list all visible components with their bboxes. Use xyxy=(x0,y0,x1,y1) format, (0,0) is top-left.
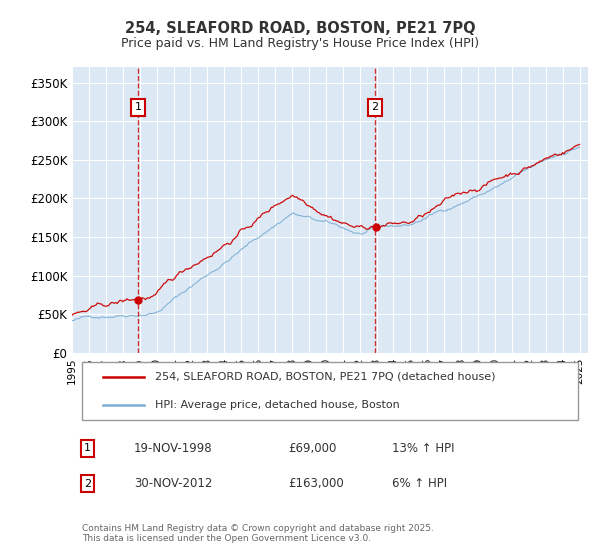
Text: 6% ↑ HPI: 6% ↑ HPI xyxy=(392,477,447,490)
Text: Price paid vs. HM Land Registry's House Price Index (HPI): Price paid vs. HM Land Registry's House … xyxy=(121,38,479,50)
Text: 1: 1 xyxy=(135,102,142,112)
Text: 1: 1 xyxy=(84,444,91,454)
Text: 254, SLEAFORD ROAD, BOSTON, PE21 7PQ: 254, SLEAFORD ROAD, BOSTON, PE21 7PQ xyxy=(125,21,475,36)
Text: 2: 2 xyxy=(84,479,91,489)
Text: 2: 2 xyxy=(371,102,379,112)
Text: 30-NOV-2012: 30-NOV-2012 xyxy=(134,477,212,490)
Text: 254, SLEAFORD ROAD, BOSTON, PE21 7PQ (detached house): 254, SLEAFORD ROAD, BOSTON, PE21 7PQ (de… xyxy=(155,372,495,382)
Text: 19-NOV-1998: 19-NOV-1998 xyxy=(134,442,212,455)
Text: 13% ↑ HPI: 13% ↑ HPI xyxy=(392,442,454,455)
Text: HPI: Average price, detached house, Boston: HPI: Average price, detached house, Bost… xyxy=(155,400,400,410)
Text: Contains HM Land Registry data © Crown copyright and database right 2025.
This d: Contains HM Land Registry data © Crown c… xyxy=(82,524,434,543)
Text: £163,000: £163,000 xyxy=(289,477,344,490)
Text: £69,000: £69,000 xyxy=(289,442,337,455)
FancyBboxPatch shape xyxy=(82,362,578,419)
